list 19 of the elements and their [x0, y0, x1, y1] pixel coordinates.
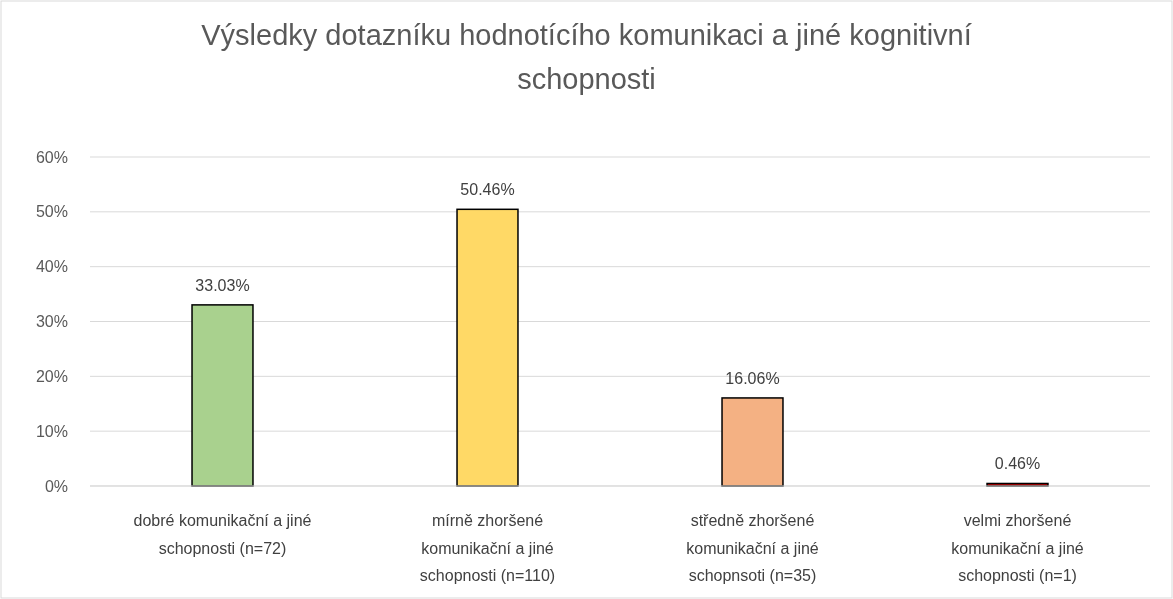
y-tick-label: 30%: [35, 313, 68, 331]
data-label: 0.46%: [994, 455, 1041, 473]
x-tick-label: velmi zhoršené komunikační a jiné schopnosti (n=1): [951, 512, 1084, 584]
y-tick-label: 0%: [44, 477, 68, 495]
y-tick-label: 20%: [35, 367, 68, 385]
y-tick-label: 60%: [35, 148, 68, 166]
y-tick-label: 50%: [35, 203, 68, 221]
x-tick-label: dobré komunikační a jiné schopnosti (n=72): [133, 512, 312, 557]
chart-title: Výsledky dotazníku hodnotícího komunikaci a jiné kognitivní schopnosti: [201, 19, 972, 95]
x-tick-label: středně zhoršené komunikační a jiné schopnsoti (n=35): [686, 512, 819, 584]
data-label: 16.06%: [725, 369, 780, 387]
y-tick-label: 10%: [35, 422, 68, 440]
data-label: 50.46%: [460, 181, 515, 199]
y-tick-label: 40%: [35, 258, 68, 276]
x-tick-label: mírně zhoršené komunikační a jiné schopnosti (n=110): [419, 512, 556, 584]
bar: [721, 397, 784, 487]
bar: [456, 208, 519, 487]
data-label: 33.03%: [195, 276, 250, 294]
bar: [191, 304, 254, 487]
